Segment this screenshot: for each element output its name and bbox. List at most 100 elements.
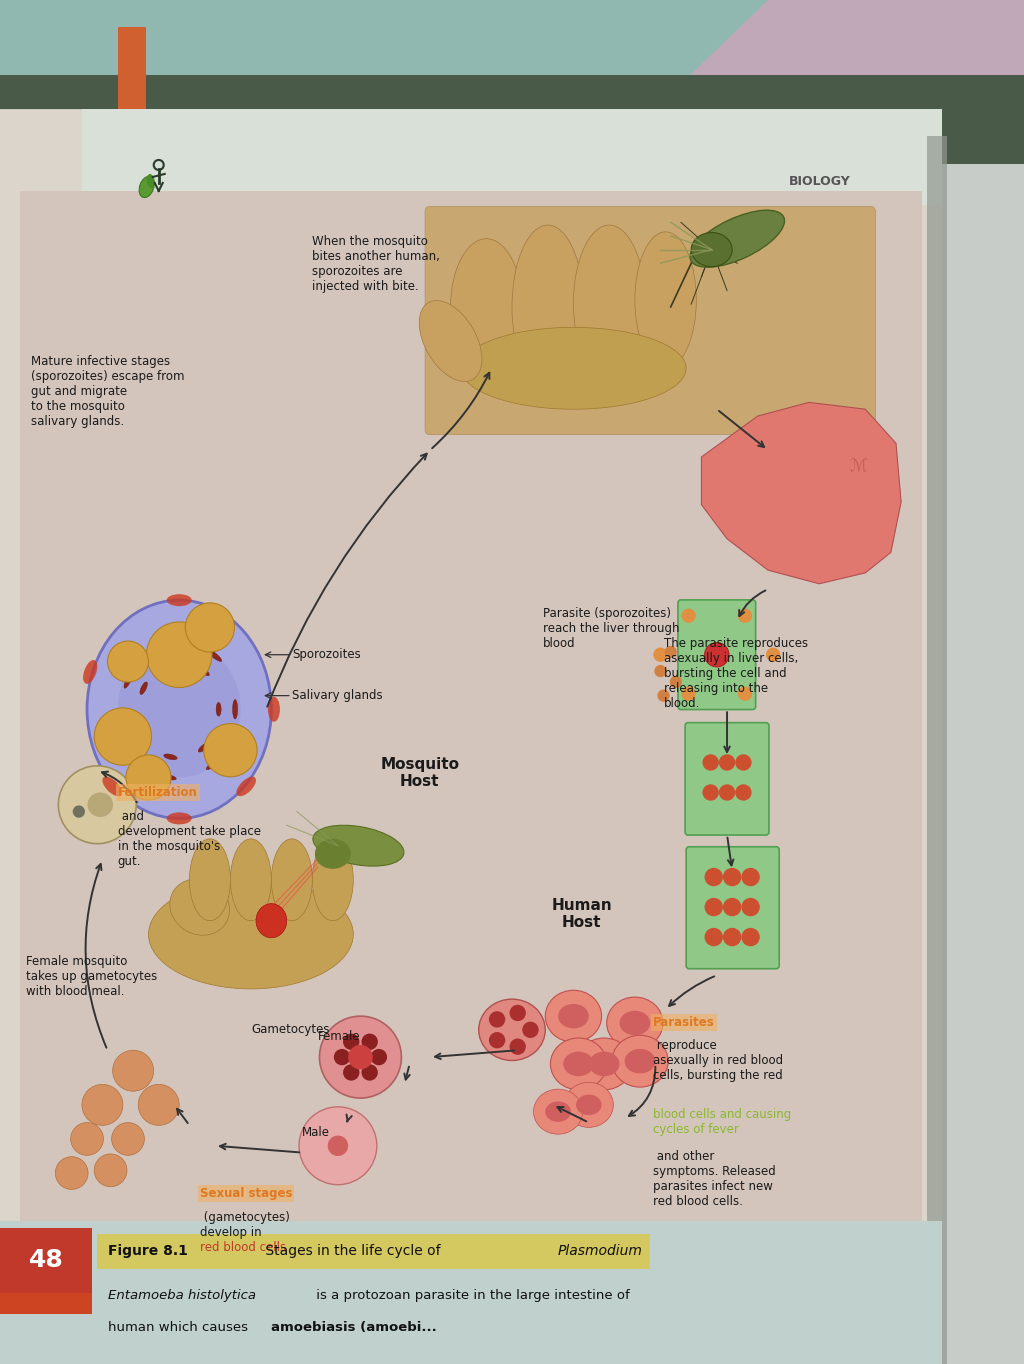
Text: 48: 48: [29, 1248, 63, 1273]
Polygon shape: [0, 109, 942, 1364]
FancyBboxPatch shape: [97, 1234, 650, 1269]
Ellipse shape: [635, 232, 696, 368]
Ellipse shape: [216, 702, 221, 716]
Text: Gametocytes: Gametocytes: [251, 1023, 330, 1037]
Circle shape: [58, 765, 136, 844]
Text: amoebiasis (amoebi...: amoebiasis (amoebi...: [271, 1320, 437, 1334]
Circle shape: [146, 622, 212, 687]
Circle shape: [702, 754, 719, 771]
FancyBboxPatch shape: [685, 723, 769, 835]
Circle shape: [522, 1022, 539, 1038]
Text: red blood cells: red blood cells: [200, 1241, 286, 1255]
Circle shape: [737, 608, 752, 623]
Ellipse shape: [87, 600, 271, 818]
Ellipse shape: [546, 990, 602, 1042]
Text: Sexual stages: Sexual stages: [200, 1187, 292, 1200]
Circle shape: [741, 868, 760, 887]
Ellipse shape: [625, 1049, 655, 1073]
FancyBboxPatch shape: [0, 75, 532, 164]
Ellipse shape: [164, 659, 177, 664]
Text: Human
Host: Human Host: [551, 898, 612, 930]
Ellipse shape: [564, 1083, 613, 1128]
Circle shape: [94, 1154, 127, 1187]
Ellipse shape: [87, 792, 113, 817]
Circle shape: [488, 1011, 505, 1027]
Circle shape: [73, 805, 85, 818]
Circle shape: [681, 608, 695, 623]
Text: is a protozoan parasite in the large intestine of: is a protozoan parasite in the large int…: [312, 1289, 630, 1303]
Circle shape: [126, 754, 171, 801]
Circle shape: [343, 1064, 359, 1080]
Ellipse shape: [206, 649, 222, 662]
FancyBboxPatch shape: [0, 1293, 92, 1314]
Ellipse shape: [606, 997, 664, 1049]
Ellipse shape: [118, 641, 241, 777]
FancyBboxPatch shape: [82, 109, 942, 205]
Ellipse shape: [198, 667, 209, 675]
Ellipse shape: [164, 754, 177, 760]
Circle shape: [654, 664, 667, 678]
Circle shape: [71, 1123, 103, 1155]
FancyBboxPatch shape: [532, 75, 1024, 198]
Ellipse shape: [312, 839, 353, 921]
Ellipse shape: [124, 731, 134, 749]
Circle shape: [735, 784, 752, 801]
Text: Plasmodium: Plasmodium: [558, 1244, 643, 1259]
Circle shape: [299, 1106, 377, 1185]
Text: Stages in the life cycle of: Stages in the life cycle of: [261, 1244, 445, 1259]
Circle shape: [705, 898, 723, 917]
Ellipse shape: [167, 813, 191, 824]
Ellipse shape: [189, 839, 230, 921]
Ellipse shape: [271, 839, 312, 921]
Text: reproduce
asexually in red blood
cells, bursting the red: reproduce asexually in red blood cells, …: [653, 1039, 783, 1083]
Ellipse shape: [612, 1035, 668, 1087]
Circle shape: [334, 1049, 350, 1065]
Text: Female: Female: [317, 1030, 360, 1043]
Circle shape: [741, 898, 760, 917]
Circle shape: [723, 928, 741, 947]
Text: The parasite reproduces
asexually in liver cells,
bursting the cell and
releasin: The parasite reproduces asexually in liv…: [664, 637, 808, 711]
Ellipse shape: [237, 776, 256, 797]
Circle shape: [108, 641, 148, 682]
Circle shape: [204, 723, 257, 777]
Circle shape: [723, 868, 741, 887]
Ellipse shape: [140, 724, 147, 737]
FancyBboxPatch shape: [0, 0, 1024, 198]
FancyBboxPatch shape: [927, 136, 947, 1364]
Text: Parasites: Parasites: [653, 1016, 715, 1030]
Circle shape: [371, 1049, 387, 1065]
FancyBboxPatch shape: [20, 191, 922, 1255]
Ellipse shape: [206, 757, 222, 769]
Circle shape: [328, 1135, 348, 1157]
Ellipse shape: [558, 1004, 589, 1028]
Text: Mature infective stages
(sporozoites) escape from
gut and migrate
to the mosquit: Mature infective stages (sporozoites) es…: [31, 355, 184, 428]
Ellipse shape: [419, 300, 482, 382]
Ellipse shape: [256, 903, 287, 938]
Circle shape: [670, 675, 682, 689]
Ellipse shape: [170, 878, 229, 936]
Ellipse shape: [268, 697, 280, 722]
FancyBboxPatch shape: [0, 1221, 942, 1364]
Circle shape: [766, 648, 780, 662]
Ellipse shape: [167, 595, 191, 606]
Circle shape: [653, 648, 668, 662]
Text: blood cells and causing
cycles of fever: blood cells and causing cycles of fever: [653, 1108, 792, 1136]
Text: Parasite (sporozoites)
reach the liver through
blood: Parasite (sporozoites) reach the liver t…: [543, 607, 679, 651]
FancyBboxPatch shape: [82, 75, 1004, 164]
Text: .: .: [436, 1241, 440, 1255]
Ellipse shape: [313, 825, 403, 866]
Circle shape: [705, 868, 723, 887]
Circle shape: [510, 1005, 526, 1022]
Text: When the mosquito
bites another human,
sporozoites are
injected with bite.: When the mosquito bites another human, s…: [312, 235, 440, 293]
Circle shape: [112, 1123, 144, 1155]
Ellipse shape: [199, 742, 209, 752]
Circle shape: [82, 1084, 123, 1125]
Circle shape: [657, 689, 670, 702]
Circle shape: [488, 1033, 505, 1049]
Text: BIOLOGY: BIOLOGY: [788, 175, 850, 188]
Ellipse shape: [140, 682, 147, 694]
Circle shape: [665, 645, 677, 659]
Text: Mosquito
Host: Mosquito Host: [380, 757, 460, 790]
Ellipse shape: [690, 210, 784, 267]
Ellipse shape: [575, 1095, 601, 1116]
